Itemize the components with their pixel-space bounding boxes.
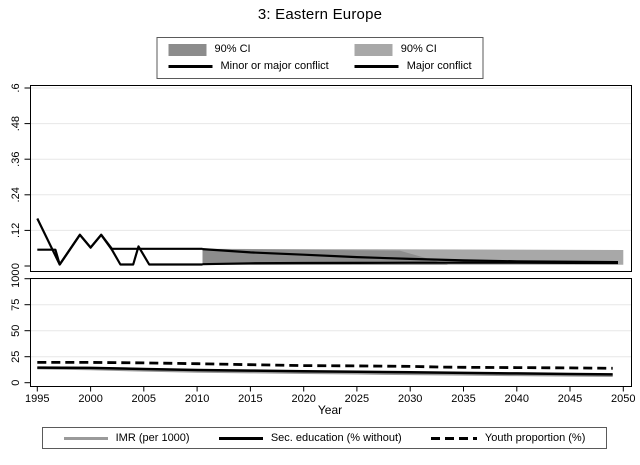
- x-axis: 1995 2000 2005 2010 2015 2020 2025 2030 2035 2040…: [25, 386, 636, 405]
- proj-major-line: [202, 261, 619, 266]
- x-tick-label: 2005: [132, 393, 156, 405]
- solid-line-swatch: [354, 65, 399, 68]
- legend-item-ci-minor-major: 90% CI: [168, 43, 329, 56]
- top-panel-gridlines: [31, 87, 631, 231]
- chart-title: 3: Eastern Europe: [257, 6, 383, 23]
- bottom-panel-gridlines: [31, 278, 631, 358]
- x-tick-label: 2000: [78, 393, 102, 405]
- x-tick-label: 2025: [345, 393, 369, 405]
- x-tick-label: 2040: [505, 393, 529, 405]
- imr-line: [37, 366, 613, 378]
- dashed-line-swatch: [430, 436, 477, 440]
- x-tick-label: 2010: [185, 393, 209, 405]
- top-legend: 90% CI 90% CI Minor or major conflict Ma…: [156, 37, 484, 79]
- legend-label: Major conflict: [406, 60, 472, 72]
- sec-education-line: [37, 366, 613, 376]
- x-axis-title: Year: [318, 403, 342, 417]
- y-tick-label: 0: [10, 380, 22, 386]
- y-tick-label: .48: [10, 116, 22, 131]
- hist-major-line: [37, 233, 203, 266]
- ci-dark-swatch: [168, 43, 207, 56]
- y-tick-label: 100: [10, 270, 22, 288]
- hist-minor-major-line: [36, 218, 203, 266]
- legend-label: IMR (per 1000): [115, 431, 190, 444]
- youth-proportion-line: [37, 360, 613, 370]
- bottom-legend: IMR (per 1000) Sec. education (% without…: [42, 427, 607, 449]
- y-tick-label: .6: [10, 83, 22, 92]
- y-tick-label: .36: [10, 152, 22, 167]
- legend-item-youth-proportion: Youth proportion (%): [430, 431, 586, 445]
- solid-line-swatch: [218, 436, 263, 440]
- gray-line-swatch: [63, 436, 108, 440]
- legend-label: 90% CI: [400, 43, 437, 55]
- legend-item-imr: IMR (per 1000): [63, 431, 190, 445]
- y-tick-label: 75: [10, 299, 22, 311]
- legend-item-minor-major-line: Minor or major conflict: [168, 60, 329, 73]
- x-tick-label: 2015: [238, 393, 262, 405]
- ci-light-swatch: [354, 43, 393, 56]
- x-tick-label: 2030: [398, 393, 422, 405]
- legend-item-sec-education: Sec. education (% without): [218, 431, 402, 445]
- y-tick-label: 50: [10, 325, 22, 337]
- y-tick-label: .12: [10, 223, 22, 238]
- legend-label: Minor or major conflict: [220, 60, 329, 72]
- solid-line-swatch: [168, 65, 213, 68]
- x-tick-label: 2035: [451, 393, 475, 405]
- legend-item-major-line: Major conflict: [354, 60, 472, 73]
- top-panel-y-axis: 0 .12 .24 .36 .48 .6: [10, 83, 30, 269]
- bottom-panel-y-axis: 0 25 50 75 100: [10, 270, 30, 386]
- legend-item-ci-major: 90% CI: [354, 43, 472, 56]
- x-tick-label: 2050: [611, 393, 635, 405]
- x-tick-label: 2045: [558, 393, 582, 405]
- y-tick-label: 0: [10, 263, 22, 269]
- x-tick-label: 1995: [25, 393, 49, 405]
- y-tick-label: .24: [10, 187, 22, 202]
- bottom-panel-frame: [30, 278, 632, 387]
- top-panel-frame: [30, 85, 632, 272]
- legend-label: 90% CI: [214, 43, 251, 55]
- x-tick-label: 2020: [291, 393, 315, 405]
- y-tick-label: 25: [10, 351, 22, 363]
- legend-label: Youth proportion (%): [484, 431, 586, 444]
- proj-minor-major-line: [202, 248, 619, 264]
- legend-label: Sec. education (% without): [270, 431, 402, 444]
